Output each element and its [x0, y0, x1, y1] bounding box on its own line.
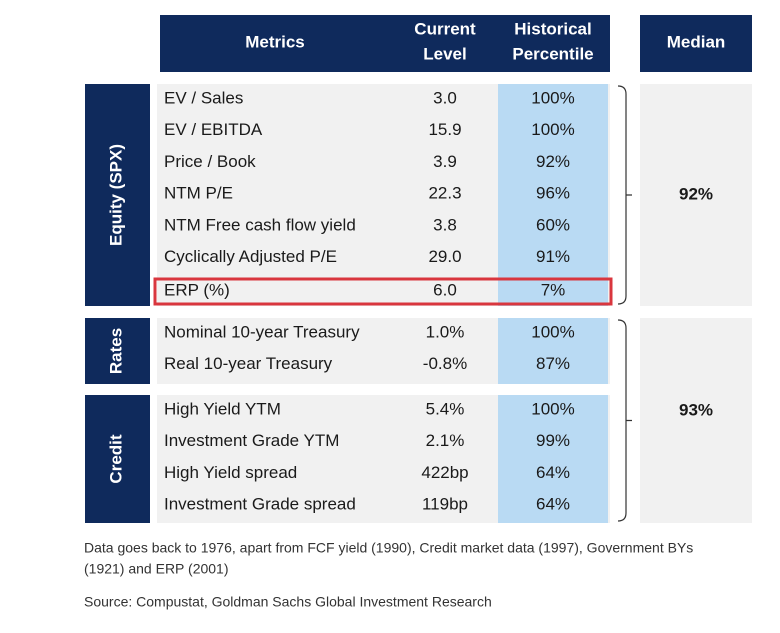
header-median: Median [667, 32, 726, 51]
group-label-bar [85, 84, 150, 306]
percentile: 100% [531, 322, 574, 341]
metric-name: EV / EBITDA [164, 120, 263, 139]
current-level: 1.0% [426, 322, 465, 341]
bracket [617, 85, 632, 305]
current-level: 22.3 [428, 184, 461, 203]
percentile: 96% [536, 184, 570, 203]
current-level: 29.0 [428, 247, 461, 266]
group-label: Credit [106, 434, 125, 483]
percentile: 100% [531, 120, 574, 139]
percentile-column [498, 318, 608, 384]
percentile: 7% [541, 281, 566, 300]
current-level: 6.0 [433, 281, 457, 300]
current-level: 15.9 [428, 120, 461, 139]
median-box [640, 84, 752, 306]
group-label: Rates [106, 328, 125, 374]
current-level: 422bp [421, 463, 468, 482]
group-label-bar [85, 395, 150, 523]
header-metrics: Metrics [245, 32, 305, 51]
metric-name: High Yield YTM [164, 399, 281, 418]
source: Source: Compustat, Goldman Sachs Global … [84, 594, 492, 610]
header-current: Level [423, 44, 466, 63]
metric-name: EV / Sales [164, 88, 243, 107]
metric-name: Real 10-year Treasury [164, 354, 333, 373]
percentile: 91% [536, 247, 570, 266]
current-level: 3.9 [433, 152, 457, 171]
median-value: 92% [679, 184, 713, 203]
group-label: Equity (SPX) [106, 144, 125, 246]
current-level: 119bp [422, 495, 468, 514]
metric-name: Nominal 10-year Treasury [164, 322, 360, 341]
percentile: 100% [531, 399, 574, 418]
header-bar [160, 15, 610, 72]
percentile-column [498, 395, 608, 523]
metric-name: Investment Grade YTM [164, 431, 339, 450]
percentile: 99% [536, 431, 570, 450]
group-label-bar [85, 318, 150, 384]
median-box [640, 318, 752, 523]
metric-name: NTM Free cash flow yield [164, 215, 356, 234]
current-level: 5.4% [426, 399, 465, 418]
current-level: -0.8% [423, 354, 467, 373]
percentile: 64% [536, 495, 570, 514]
footnote: Data goes back to 1976, apart from FCF y… [84, 540, 693, 556]
percentile: 60% [536, 215, 570, 234]
highlight-box [153, 277, 613, 306]
metric-name: Cyclically Adjusted P/E [164, 247, 337, 266]
metric-name: High Yield spread [164, 463, 297, 482]
current-level: 3.8 [433, 215, 457, 234]
footnote: (1921) and ERP (2001) [84, 561, 229, 577]
median-value: 93% [679, 400, 713, 419]
current-level: 2.1% [426, 431, 465, 450]
metric-name: Investment Grade spread [164, 495, 356, 514]
bracket [617, 319, 632, 522]
percentile: 92% [536, 152, 570, 171]
median-header-bar [640, 15, 752, 72]
percentile: 64% [536, 463, 570, 482]
current-level: 3.0 [433, 88, 457, 107]
header-percentile: Historical [514, 19, 591, 38]
percentile-column [498, 84, 608, 306]
metric-name: NTM P/E [164, 184, 233, 203]
metric-name: ERP (%) [164, 281, 230, 300]
percentile: 87% [536, 354, 570, 373]
header-current: Current [414, 19, 476, 38]
metric-name: Price / Book [164, 152, 256, 171]
percentile: 100% [531, 88, 574, 107]
header-percentile: Percentile [512, 44, 593, 63]
